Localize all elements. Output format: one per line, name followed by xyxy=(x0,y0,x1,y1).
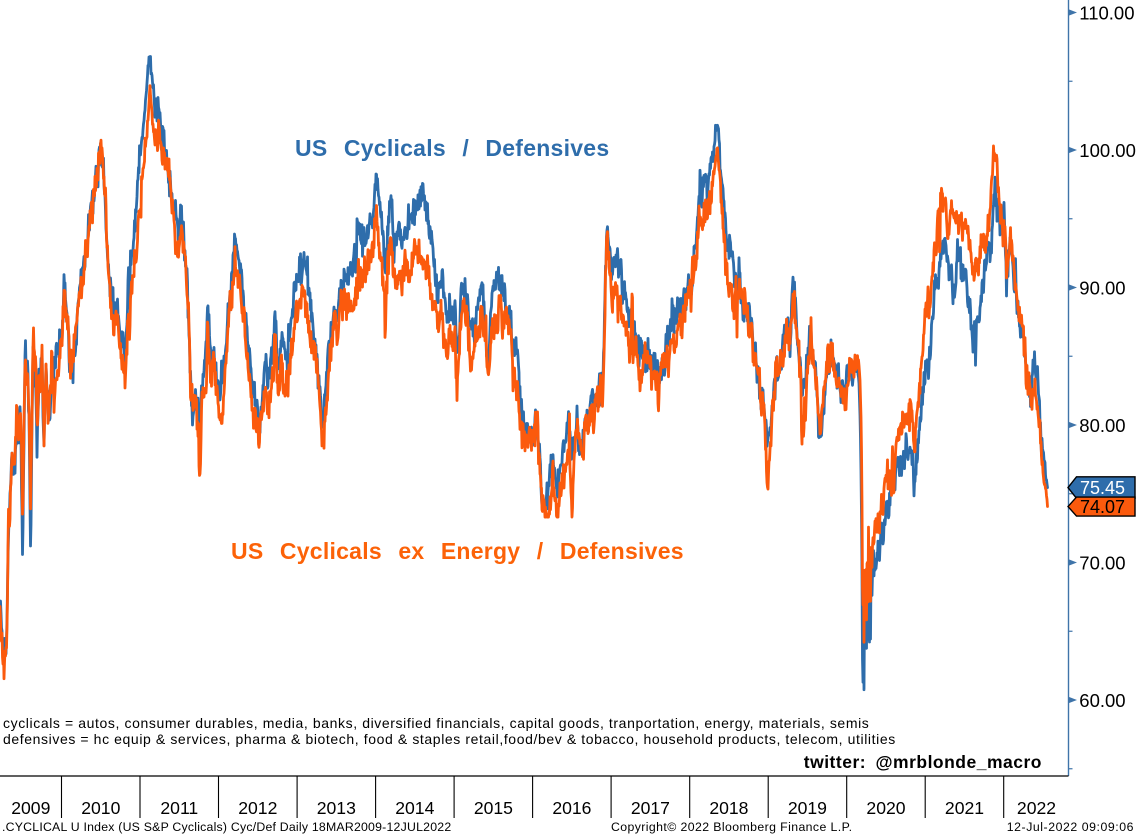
svg-text:2020: 2020 xyxy=(866,798,905,818)
svg-text:2012: 2012 xyxy=(238,798,277,818)
svg-text:US Cyclicals ex Energy / Defen: US Cyclicals ex Energy / Defensives xyxy=(231,538,684,564)
svg-text:80.00: 80.00 xyxy=(1079,415,1125,436)
svg-text:Copyright© 2022 Bloomberg Fina: Copyright© 2022 Bloomberg Finance L.P. xyxy=(611,820,852,834)
svg-text:110.00: 110.00 xyxy=(1079,3,1134,24)
svg-text:12-Jul-2022 09:09:06: 12-Jul-2022 09:09:06 xyxy=(1007,820,1134,834)
svg-text:74.07: 74.07 xyxy=(1080,497,1125,517)
svg-text:2010: 2010 xyxy=(81,798,120,818)
svg-text:2021: 2021 xyxy=(945,798,984,818)
svg-text:75.45: 75.45 xyxy=(1080,478,1125,498)
svg-text:2013: 2013 xyxy=(317,798,356,818)
svg-text:70.00: 70.00 xyxy=(1079,553,1125,574)
svg-text:100.00: 100.00 xyxy=(1079,140,1136,161)
svg-text:US Cyclicals / Defensives: US Cyclicals / Defensives xyxy=(295,135,609,161)
svg-text:2014: 2014 xyxy=(395,798,434,818)
svg-text:60.00: 60.00 xyxy=(1079,690,1125,711)
svg-text:.CYCLICAL U Index (US S&P Cycl: .CYCLICAL U Index (US S&P Cyclicals) Cyc… xyxy=(2,820,451,834)
svg-text:2019: 2019 xyxy=(788,798,827,818)
svg-text:90.00: 90.00 xyxy=(1079,278,1125,299)
svg-text:2009: 2009 xyxy=(11,798,50,818)
svg-text:2017: 2017 xyxy=(631,798,670,818)
svg-text:2016: 2016 xyxy=(552,798,591,818)
svg-text:2015: 2015 xyxy=(474,798,513,818)
svg-text:twitter: @mrblonde_macro: twitter: @mrblonde_macro xyxy=(804,752,1042,772)
svg-text:2022: 2022 xyxy=(1017,798,1056,818)
svg-text:defensives = hc equip & servic: defensives = hc equip & services, pharma… xyxy=(3,731,896,747)
svg-text:2018: 2018 xyxy=(709,798,748,818)
svg-text:cyclicals = autos, consumer du: cyclicals = autos, consumer durables, me… xyxy=(3,715,869,731)
svg-text:2011: 2011 xyxy=(160,798,198,818)
